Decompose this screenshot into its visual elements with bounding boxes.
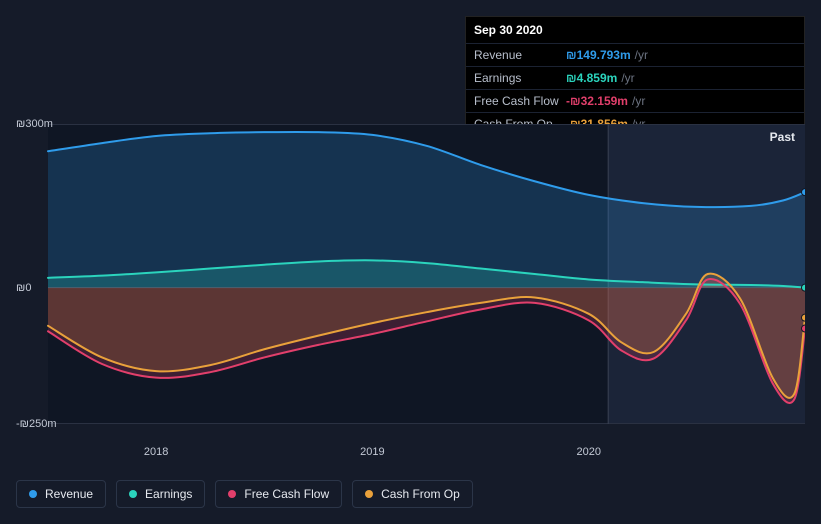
chart-svg [16,124,805,424]
tooltip-row-unit: /yr [621,71,634,85]
legend-dot-icon [365,490,373,498]
legend-item-label: Revenue [45,487,93,501]
tooltip-row-value: ₪4.859m [566,71,617,85]
past-label: Past [770,130,795,144]
legend-item[interactable]: Cash From Op [352,480,473,508]
legend-item[interactable]: Earnings [116,480,205,508]
chart-area: Past ₪300m₪0-₪250m [16,124,805,444]
x-axis-label: 2018 [144,446,168,458]
legend-item[interactable]: Free Cash Flow [215,480,342,508]
tooltip-row-label: Free Cash Flow [474,94,566,108]
x-axis-label: 2019 [360,446,384,458]
legend-item-label: Earnings [145,487,192,501]
tooltip-box: Sep 30 2020 Revenue₪149.793m/yrEarnings₪… [465,16,805,136]
tooltip-row: Earnings₪4.859m/yr [466,67,804,90]
tooltip-row: Revenue₪149.793m/yr [466,44,804,67]
legend-dot-icon [129,490,137,498]
x-axis-label: 2020 [576,446,600,458]
y-axis-label: -₪250m [16,418,57,430]
tooltip-date: Sep 30 2020 [466,17,804,44]
legend-dot-icon [228,490,236,498]
tooltip-row-value: ₪149.793m [566,48,631,62]
tooltip-row-label: Revenue [474,48,566,62]
y-axis-label: ₪0 [16,282,31,294]
tooltip-row-value: -₪32.159m [566,94,628,108]
legend-item[interactable]: Revenue [16,480,106,508]
legend-dot-icon [29,490,37,498]
x-axis-labels: 2018 2019 2020 [16,446,805,462]
y-axis-label: ₪300m [16,118,53,130]
legend-item-label: Cash From Op [381,487,460,501]
legend: Revenue Earnings Free Cash Flow Cash From O… [16,480,473,508]
tooltip-row-unit: /yr [632,94,645,108]
legend-item-label: Free Cash Flow [244,487,329,501]
tooltip-row-unit: /yr [635,48,648,62]
tooltip-row-label: Earnings [474,71,566,85]
tooltip-row: Free Cash Flow-₪32.159m/yr [466,90,804,113]
